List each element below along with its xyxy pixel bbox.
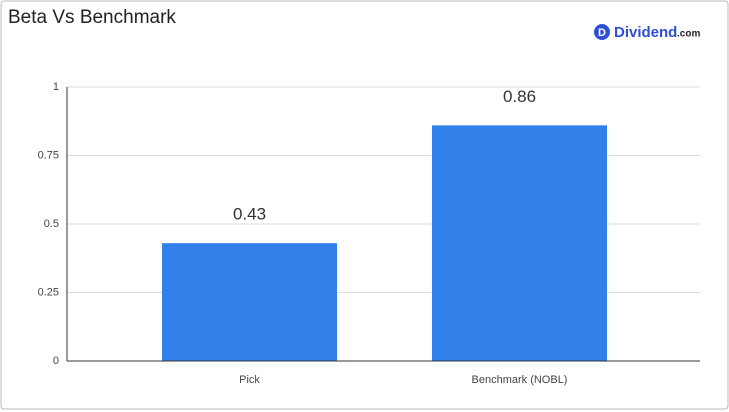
bar: [432, 125, 607, 361]
y-tick-label: 0.25: [38, 286, 59, 298]
y-tick-label: 0.5: [44, 218, 59, 230]
data-label: 0.43: [233, 205, 266, 224]
brand-icon: D: [598, 27, 606, 39]
y-tick-label: 0.75: [38, 149, 59, 161]
y-tick-label: 0: [53, 355, 59, 367]
chart-title: Beta Vs Benchmark: [8, 7, 176, 28]
bar: [162, 243, 337, 361]
y-tick-label: 1: [53, 81, 59, 93]
brand-name: Dividend: [614, 24, 677, 41]
x-tick-label: Benchmark (NOBL): [472, 374, 568, 386]
data-label: 0.86: [503, 87, 536, 106]
x-tick-label: Pick: [239, 374, 260, 386]
brand-icon-bg: [594, 24, 610, 40]
brand-suffix: .com: [677, 29, 700, 40]
